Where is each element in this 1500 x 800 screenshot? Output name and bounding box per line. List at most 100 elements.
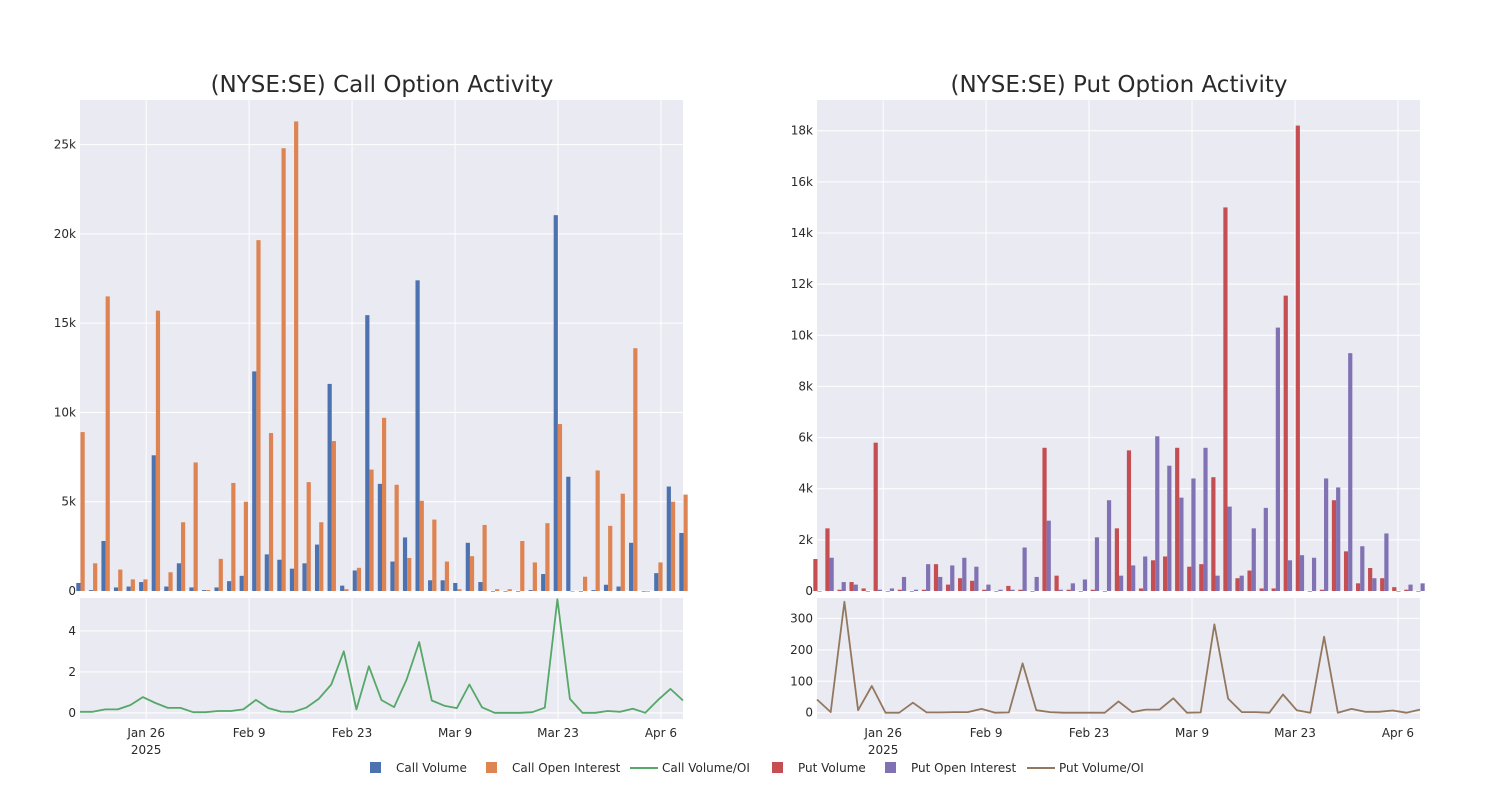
put-open-interest-bar [1348, 353, 1353, 591]
call-open-interest-bar [683, 494, 688, 591]
put-volume-bar [1356, 583, 1361, 591]
legend-label-1: Call Open Interest [512, 761, 621, 775]
call-top-y-tick-label: 10k [54, 405, 76, 419]
put-volume-bar [1042, 447, 1047, 591]
call-volume-bar [277, 559, 282, 591]
put-bar-panel: 0 2k 4k 6k 8k 10k 12k 14k 16k 18k [791, 100, 1425, 598]
put-open-interest-bar [901, 576, 907, 591]
call-open-interest-bar [532, 562, 537, 591]
call-bot-x-tick-label: Jan 26 2025 [126, 726, 165, 757]
call-volume-bar [402, 537, 408, 591]
legend-label-0: Call Volume [396, 761, 467, 775]
call-open-interest-bar [306, 482, 311, 591]
call-volume-bar [365, 315, 370, 591]
put-volume-bar [1368, 567, 1373, 591]
call-volume-bar [666, 486, 671, 591]
call-open-interest-bar [495, 589, 500, 591]
put-open-interest-bar [926, 564, 931, 591]
put-open-interest-bar [841, 582, 846, 591]
put-bot-y-tick-label: 200 [790, 643, 813, 657]
put-volume-bar [958, 578, 963, 591]
put-open-interest-bar [1203, 447, 1208, 591]
legend-label-5: Put Volume/OI [1059, 761, 1144, 775]
put-volume-bar [1247, 570, 1252, 591]
put-bot-x-tick-label: Mar 9 [1175, 726, 1209, 740]
put-volume-bar [813, 559, 818, 591]
call-volume-bar [478, 582, 483, 591]
call-open-interest-bar [268, 432, 274, 591]
put-open-interest-bar [1299, 555, 1305, 591]
call-volume-bar [139, 582, 144, 591]
put-open-interest-bar [1143, 556, 1148, 591]
put-volume-bar [1271, 588, 1276, 591]
put-volume-bar [825, 528, 830, 591]
call-open-interest-bar [93, 563, 98, 591]
call-volume-bar [440, 580, 445, 591]
call-open-interest-bar [294, 121, 299, 592]
put-open-interest-bar [1311, 557, 1317, 591]
call-volume-bar [88, 590, 94, 591]
put-open-interest-bar [1155, 436, 1160, 591]
call-open-interest-bar [319, 522, 324, 591]
put-bot-x-tick-label: Feb 23 [1069, 726, 1109, 740]
put-top-y-tick-label: 2k [798, 533, 813, 547]
put-top-plot-area [817, 100, 1420, 591]
call-open-interest-bar [469, 556, 475, 591]
put-volume-bar [909, 591, 914, 592]
call-open-interest-bar [231, 482, 236, 591]
legend-swatch-4 [885, 762, 896, 773]
call-volume-bar [616, 586, 621, 591]
call-open-interest-bar [344, 589, 349, 591]
put-volume-bar [1307, 591, 1312, 592]
put-volume-bar [1259, 588, 1264, 591]
call-volume-bar [503, 591, 508, 592]
call-volume-bar [176, 563, 181, 591]
call-volume-bar [578, 591, 583, 592]
put-bot-y-tick-label: 300 [790, 611, 813, 625]
put-open-interest-bar [829, 557, 834, 591]
call-open-interest-bar [206, 590, 211, 591]
call-ratio-panel: Jan 26 2025 Feb 9 Feb 23 Mar 9 Mar 23 Apr 6 0 2 4 [68, 598, 684, 757]
put-top-y-tick-label: 4k [798, 482, 813, 496]
call-volume-bar [164, 586, 169, 591]
legend-swatch-3 [772, 762, 783, 773]
call-open-interest-bar [382, 417, 387, 591]
put-open-interest-bar [1239, 575, 1244, 591]
call-open-interest-bar [218, 558, 223, 591]
call-open-interest-bar [118, 569, 123, 591]
put-volume-bar [1331, 500, 1337, 591]
put-volume-bar [1211, 477, 1216, 591]
call-volume-bar [289, 568, 295, 591]
call-volume-bar [603, 584, 609, 591]
legend-label-3: Put Volume [798, 761, 866, 775]
call-open-interest-bar [432, 519, 437, 591]
put-volume-bar [1163, 556, 1168, 591]
put-volume-bar [885, 591, 890, 592]
put-volume-bar [873, 442, 878, 591]
put-top-y-tick-label: 12k [791, 277, 813, 291]
call-open-interest-bar [670, 501, 676, 591]
put-volume-bar [1114, 528, 1119, 591]
put-open-interest-bar [1106, 500, 1112, 591]
call-volume-bar [390, 561, 395, 591]
put-open-interest-bar [938, 576, 943, 591]
put-open-interest-bar [950, 565, 955, 591]
call-open-interest-bar [595, 470, 600, 591]
put-volume-bar [1078, 591, 1083, 592]
put-volume-bar [933, 564, 939, 591]
put-volume-bar [1090, 589, 1095, 591]
call-open-interest-bar [658, 562, 663, 591]
put-open-interest-bar [962, 557, 967, 591]
put-open-interest-bar [1094, 537, 1100, 591]
put-volume-bar [1295, 125, 1300, 592]
put-volume-bar [1150, 560, 1156, 591]
call-open-interest-bar [545, 523, 550, 591]
put-ratio-panel: Jan 26 2025 Feb 9 Feb 23 Mar 9 Mar 23 Apr 6 0 10… [790, 598, 1421, 757]
put-volume-bar [1392, 587, 1397, 591]
call-bot-y-tick-label: 2 [68, 665, 76, 679]
call-volume-bar [541, 574, 546, 591]
put-volume-bar [1175, 447, 1180, 591]
put-open-interest-bar [1082, 579, 1088, 591]
put-open-interest-bar [1179, 497, 1184, 591]
